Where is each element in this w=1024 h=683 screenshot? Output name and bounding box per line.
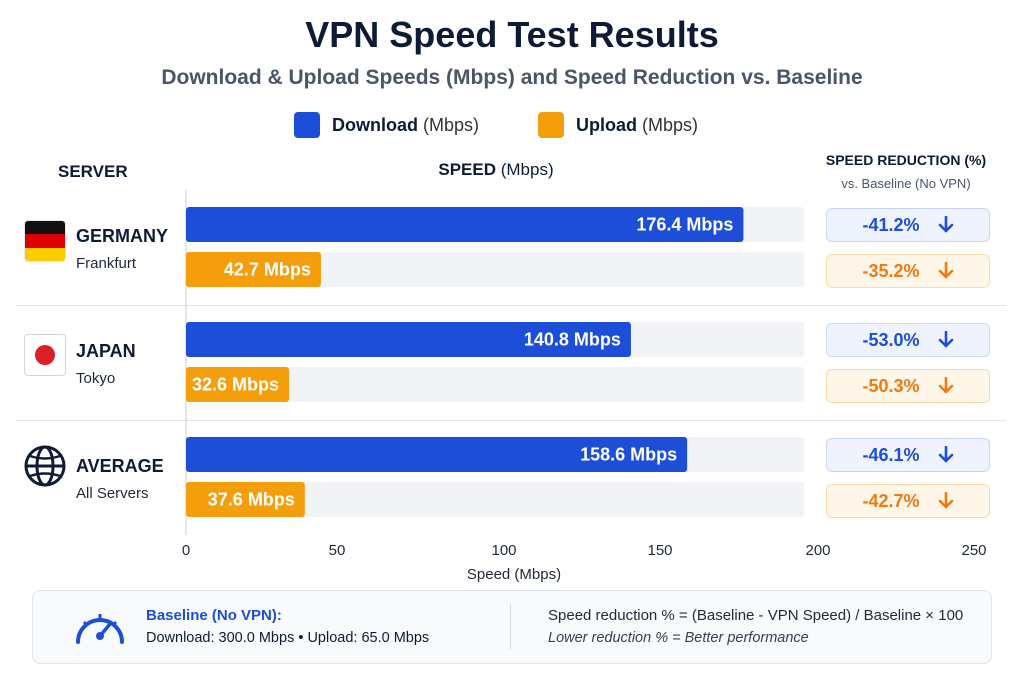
x-tick-label: 0 xyxy=(182,542,190,559)
legend-download-swatch xyxy=(294,112,320,138)
arrow-down-icon xyxy=(938,492,953,509)
japan-flag-icon xyxy=(25,335,65,375)
upload-bar xyxy=(186,252,321,287)
download-reduction-badge: -41.2% xyxy=(826,208,990,242)
download-reduction-badge: -53.0% xyxy=(826,323,990,357)
legend-download: Download (Mbps) xyxy=(294,112,479,138)
row-country: JAPAN xyxy=(76,341,136,361)
header-server: SERVER xyxy=(58,162,128,181)
row-divider xyxy=(16,305,1006,306)
germany-flag-icon xyxy=(25,221,65,261)
header-speed: SPEED (Mbps) xyxy=(186,160,806,180)
chart-title: VPN Speed Test Results xyxy=(305,14,719,55)
header-reduction: SPEED REDUCTION (%) xyxy=(825,152,987,168)
download-bar xyxy=(186,322,631,357)
baseline-values: Download: 300.0 Mbps • Upload: 65.0 Mbps xyxy=(146,630,430,646)
row-city: Tokyo xyxy=(76,370,116,387)
bar-chart: 176.4 Mbps 42.7 Mbps 140.8 Mbps 32.6 Mbps 15… xyxy=(182,190,987,583)
reduction-formula: Speed reduction % = (Baseline - VPN Spee… xyxy=(548,607,964,624)
legend-upload-swatch xyxy=(538,112,564,138)
speedometer-icon xyxy=(76,614,124,644)
baseline-title: Baseline (No VPN): xyxy=(146,607,282,624)
upload-bar xyxy=(186,367,290,402)
bar-track xyxy=(186,252,804,287)
upload-reduction-value: -35.2% xyxy=(862,260,920,281)
legend-upload-label: Upload xyxy=(576,115,637,135)
bar-track xyxy=(186,367,804,402)
upload-reduction-value: -42.7% xyxy=(862,490,920,511)
x-tick-label: 200 xyxy=(805,542,830,559)
legend-upload: Upload (Mbps) xyxy=(538,112,698,138)
download-bar-label: 176.4 Mbps xyxy=(636,215,733,235)
download-reduction-value: -53.0% xyxy=(862,329,920,350)
download-bar xyxy=(186,207,744,242)
download-reduction-value: -41.2% xyxy=(862,214,920,235)
upload-reduction-value: -50.3% xyxy=(862,375,920,396)
bar-track xyxy=(186,482,804,517)
upload-bar xyxy=(186,482,305,517)
row-country: AVERAGE xyxy=(76,456,164,476)
download-reduction-badge: -46.1% xyxy=(826,438,990,472)
upload-reduction-badge: -50.3% xyxy=(826,369,990,403)
x-tick-label: 100 xyxy=(491,542,516,559)
footer-divider xyxy=(510,604,511,650)
x-axis-title: Speed (Mbps) xyxy=(467,566,561,583)
upload-reduction-badge: -42.7% xyxy=(826,484,990,518)
row-city: Frankfurt xyxy=(76,255,137,272)
download-bar-label: 158.6 Mbps xyxy=(580,445,677,465)
legend-download-label: Download xyxy=(332,115,418,135)
download-reduction-value: -46.1% xyxy=(862,444,920,465)
upload-bar-label: 42.7 Mbps xyxy=(224,260,311,280)
x-tick-label: 50 xyxy=(329,542,346,559)
legend-download-unit: (Mbps) xyxy=(423,115,480,135)
header-speed-unit: (Mbps) xyxy=(500,160,554,179)
arrow-down-icon xyxy=(938,216,953,233)
arrow-down-icon xyxy=(938,331,953,348)
arrow-down-icon xyxy=(938,262,953,279)
x-tick-label: 150 xyxy=(647,542,672,559)
header-reduction-sub: vs. Baseline (No VPN) xyxy=(841,176,971,191)
header-speed-label: SPEED xyxy=(438,160,496,179)
x-tick-label: 250 xyxy=(961,542,986,559)
download-bar-label: 140.8 Mbps xyxy=(524,330,621,350)
arrow-down-icon xyxy=(938,446,953,463)
baseline-footer xyxy=(32,590,992,664)
arrow-down-icon xyxy=(938,377,953,394)
row-city: All Servers xyxy=(76,485,149,502)
upload-bar-label: 32.6 Mbps xyxy=(192,375,279,395)
chart-subtitle: Download & Upload Speeds (Mbps) and Spee… xyxy=(161,66,863,89)
download-bar xyxy=(186,437,688,472)
legend-upload-unit: (Mbps) xyxy=(642,115,699,135)
upload-bar-label: 37.6 Mbps xyxy=(208,490,295,510)
row-divider xyxy=(16,420,1006,421)
reduction-note: Lower reduction % = Better performance xyxy=(548,630,809,646)
globe-icon xyxy=(24,445,66,487)
row-country: GERMANY xyxy=(76,226,169,246)
upload-reduction-badge: -35.2% xyxy=(826,254,990,288)
